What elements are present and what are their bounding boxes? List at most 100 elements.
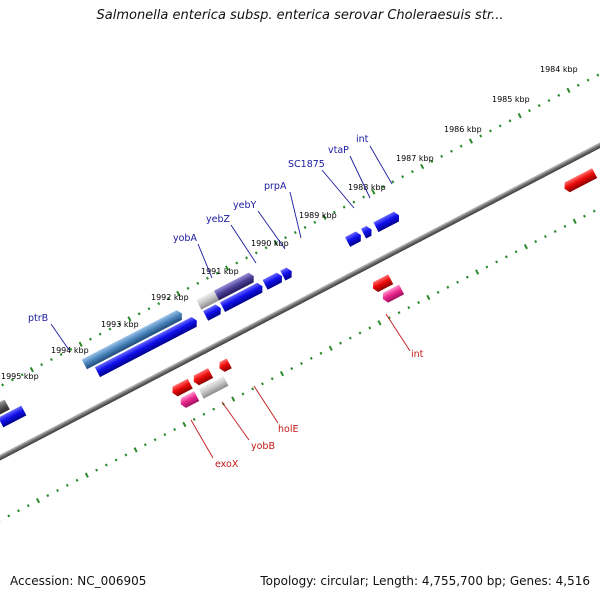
gene-block-reverse-right[interactable] bbox=[562, 168, 598, 193]
leader-line-int-reverse bbox=[385, 313, 411, 352]
leader-line-yebZ bbox=[230, 224, 257, 264]
ruler-minor-tick bbox=[596, 73, 600, 77]
ruler-major-tick bbox=[572, 218, 577, 224]
ruler-minor-tick bbox=[358, 331, 362, 335]
gene-block-forward-left[interactable] bbox=[94, 316, 199, 378]
gene-block-prpA[interactable] bbox=[219, 281, 265, 312]
gene-block-grey-left[interactable] bbox=[0, 399, 10, 420]
ruler-minor-tick bbox=[1, 383, 5, 387]
forward-gene-labels bbox=[50, 145, 393, 351]
ruler-minor-tick bbox=[251, 387, 255, 391]
gene-block-yebY[interactable] bbox=[203, 303, 223, 321]
ruler-minor-tick bbox=[284, 236, 288, 240]
ruler-minor-tick bbox=[59, 352, 63, 356]
ruler-minor-tick bbox=[300, 361, 303, 366]
ruler-minor-tick bbox=[245, 256, 248, 260]
gene-label-reverse[interactable]: exoX bbox=[215, 459, 239, 470]
gene-label-forward[interactable]: prpA bbox=[264, 181, 287, 192]
ruler-minor-tick bbox=[543, 234, 547, 239]
gene-label-forward[interactable]: SC1875 bbox=[288, 159, 325, 170]
gene-block-forward-small[interactable] bbox=[262, 271, 285, 290]
reverse-strand-track bbox=[170, 168, 598, 409]
gene-block-int-reverse-red[interactable] bbox=[370, 274, 394, 293]
gene-block-reverse-red-small[interactable] bbox=[217, 358, 232, 373]
gene-label-forward[interactable]: yebZ bbox=[206, 214, 230, 225]
ruler-minor-tick bbox=[449, 149, 453, 153]
ruler-minor-tick bbox=[98, 332, 102, 336]
ruler-major-tick bbox=[566, 87, 571, 93]
ruler-minor-tick bbox=[290, 367, 294, 371]
ruler-label: 1984 kbp bbox=[540, 65, 578, 74]
ruler-major-tick bbox=[273, 240, 278, 246]
ruler-minor-tick bbox=[401, 175, 405, 179]
gene-label-reverse[interactable]: holE bbox=[278, 424, 298, 435]
ruler-minor-tick bbox=[582, 214, 586, 218]
ruler-minor-tick bbox=[10, 378, 14, 382]
gene-block-yobA[interactable] bbox=[196, 290, 220, 310]
ruler-minor-tick bbox=[417, 301, 421, 305]
gene-block-reverse-red-2[interactable] bbox=[191, 368, 214, 387]
gene-block-yebZ[interactable] bbox=[213, 271, 256, 301]
ruler-minor-tick bbox=[504, 255, 508, 259]
ruler-minor-tick bbox=[479, 134, 483, 138]
gene-label-forward[interactable]: int bbox=[356, 134, 369, 145]
ruler-major-tick bbox=[420, 163, 425, 170]
ruler-major-tick bbox=[371, 189, 376, 195]
gene-label-reverse[interactable]: yobB bbox=[251, 441, 275, 452]
gene-block-blue-left[interactable] bbox=[0, 405, 27, 428]
ruler-minor-tick bbox=[108, 327, 112, 331]
ruler-minor-tick bbox=[459, 144, 463, 148]
ruler-minor-tick bbox=[303, 225, 307, 229]
gene-block-SC1875[interactable] bbox=[345, 230, 363, 247]
ruler-minor-tick bbox=[319, 351, 323, 355]
ruler-minor-tick bbox=[192, 417, 196, 421]
gene-label-forward[interactable]: ptrB bbox=[28, 313, 48, 324]
gene-block-yobB[interactable] bbox=[198, 375, 229, 399]
ruler-major-tick bbox=[224, 265, 230, 271]
ruler-major-tick bbox=[78, 341, 83, 347]
ruler-minor-tick bbox=[498, 124, 502, 128]
ruler-minor-tick bbox=[465, 275, 469, 279]
ruler-minor-tick bbox=[446, 285, 450, 289]
ruler-minor-tick bbox=[241, 392, 245, 396]
gene-block-forward-tiny[interactable] bbox=[280, 266, 294, 281]
ruler-ticks-lower bbox=[0, 209, 596, 523]
gene-block-exoX[interactable] bbox=[178, 391, 200, 409]
gene-label-reverse[interactable]: int bbox=[411, 349, 424, 360]
ruler-major-tick bbox=[279, 370, 285, 377]
map-rotated-frame bbox=[0, 73, 600, 523]
ruler-minor-tick bbox=[592, 209, 596, 213]
gene-block-reverse-red-1[interactable] bbox=[170, 378, 193, 398]
genome-stats-text: Topology: circular; Length: 4,755,700 bp… bbox=[260, 574, 590, 588]
ruler-minor-tick bbox=[167, 297, 170, 301]
ruler-major-tick bbox=[517, 113, 522, 119]
ruler-minor-tick bbox=[368, 326, 372, 330]
ruler-minor-tick bbox=[104, 463, 108, 467]
ruler-minor-tick bbox=[332, 210, 336, 214]
ruler-minor-tick bbox=[508, 119, 512, 123]
ruler-minor-tick bbox=[381, 185, 385, 189]
ruler-minor-tick bbox=[118, 322, 122, 326]
ruler-minor-tick bbox=[114, 458, 118, 462]
leader-line-holE bbox=[253, 385, 279, 424]
ruler-minor-tick bbox=[235, 261, 239, 265]
gene-block-int-forward[interactable] bbox=[373, 210, 401, 233]
ruler-major-tick bbox=[133, 447, 138, 453]
ruler-major-tick bbox=[475, 269, 480, 275]
ruler-minor-tick bbox=[270, 377, 274, 381]
ruler-minor-tick bbox=[206, 276, 209, 280]
ruler-major-tick bbox=[182, 421, 187, 428]
gene-label-forward[interactable]: vtaP bbox=[328, 145, 349, 156]
gene-block-ptrB[interactable] bbox=[81, 309, 185, 370]
gene-block-vtaP[interactable] bbox=[361, 225, 374, 239]
ruler-major-tick bbox=[127, 316, 132, 322]
ruler-minor-tick bbox=[495, 260, 499, 264]
gene-label-forward[interactable]: yebY bbox=[233, 200, 256, 211]
gene-block-int-reverse-pink[interactable] bbox=[380, 284, 405, 304]
gene-label-forward[interactable]: yobA bbox=[173, 233, 197, 244]
ruler-minor-tick bbox=[553, 229, 557, 233]
ruler-label: 1992 kbp bbox=[151, 293, 189, 302]
ruler-minor-tick bbox=[196, 281, 200, 285]
